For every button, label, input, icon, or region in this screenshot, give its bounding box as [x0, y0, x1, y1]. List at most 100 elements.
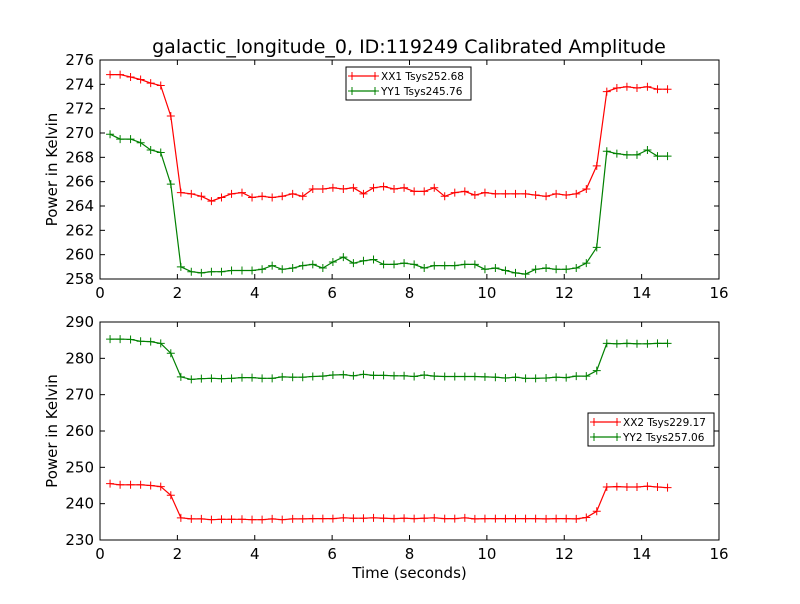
data-point: [176, 372, 185, 381]
data-point: [349, 183, 358, 192]
y-tick-label: 280: [65, 349, 94, 367]
data-point: [653, 152, 662, 161]
data-point: [197, 374, 206, 383]
data-point: [258, 515, 267, 524]
data-point: [562, 373, 571, 382]
data-point: [602, 339, 611, 348]
data-point: [663, 339, 672, 348]
top-panel: 0 2 4 6 8 10 12 14 16 258 260 262 264 266 268 270 272 274…: [43, 51, 729, 302]
data-point: [156, 148, 165, 157]
x-tick-label: 14: [632, 545, 651, 563]
data-point: [542, 264, 551, 273]
data-point: [227, 189, 236, 198]
data-point: [136, 75, 145, 84]
data-point: [288, 514, 297, 523]
data-point: [207, 267, 216, 276]
data-point: [308, 514, 317, 523]
data-point: [643, 482, 652, 491]
data-point: [400, 371, 409, 380]
x-tick-label: 2: [173, 284, 183, 302]
data-point: [480, 188, 489, 197]
data-point: [227, 374, 236, 383]
data-point: [521, 270, 530, 279]
data-point: [166, 349, 175, 358]
data-point: [197, 514, 206, 523]
data-point: [622, 482, 631, 491]
x-tick-label: 8: [405, 284, 415, 302]
bottom-panel: 0 2 4 6 8 10 12 14 16 230 240 250 260 270 280 290 Power …: [43, 313, 729, 582]
data-point: [663, 85, 672, 94]
data-point: [491, 264, 500, 273]
data-point: [146, 79, 155, 88]
data-point: [318, 264, 327, 273]
y-tick-label: 240: [65, 495, 94, 513]
data-point: [369, 255, 378, 264]
legend-swatch-marker: [613, 418, 621, 426]
x-tick-label: 4: [250, 284, 260, 302]
data-point: [491, 189, 500, 198]
data-point: [136, 138, 145, 147]
data-point: [470, 191, 479, 200]
data-point: [298, 192, 307, 201]
data-point: [501, 514, 510, 523]
x-tick-label: 6: [327, 284, 337, 302]
y-tick-label: 264: [65, 197, 94, 215]
y-tick-label: 230: [65, 531, 94, 549]
x-tick-label: 8: [405, 545, 415, 563]
data-point: [602, 482, 611, 491]
data-point: [328, 514, 337, 523]
data-point: [349, 259, 358, 268]
legend-swatch-marker: [613, 433, 621, 441]
data-point: [612, 149, 621, 158]
data-point: [572, 189, 581, 198]
data-point: [116, 135, 125, 144]
data-point: [480, 265, 489, 274]
x-tick-label: 10: [477, 284, 496, 302]
data-point: [106, 335, 115, 344]
data-point: [511, 514, 520, 523]
data-point: [420, 187, 429, 196]
data-point: [268, 261, 277, 270]
data-point: [521, 374, 530, 383]
legend-label: YY2 Tsys257.06: [622, 432, 705, 444]
data-point: [542, 373, 551, 382]
y-tick-label: 268: [65, 148, 94, 166]
data-point: [440, 261, 449, 270]
x-tick-label: 16: [709, 284, 728, 302]
data-point: [379, 514, 388, 523]
data-point: [480, 514, 489, 523]
data-point: [643, 82, 652, 91]
data-point: [339, 513, 348, 522]
data-point: [339, 253, 348, 262]
data-point: [106, 130, 115, 139]
data-point: [227, 266, 236, 275]
data-point: [390, 260, 399, 269]
data-point: [248, 373, 257, 382]
data-point: [207, 374, 216, 383]
data-point: [562, 514, 571, 523]
data-point: [359, 370, 368, 379]
data-point: [470, 372, 479, 381]
data-point: [582, 513, 591, 522]
data-point: [582, 184, 591, 193]
data-point: [146, 481, 155, 490]
data-point: [511, 189, 520, 198]
data-point: [531, 514, 540, 523]
data-point: [501, 266, 510, 275]
data-point: [217, 515, 226, 524]
data-point: [237, 515, 246, 524]
data-point: [156, 482, 165, 491]
y-tick-label: 290: [65, 313, 94, 331]
data-point: [268, 193, 277, 202]
x-tick-label: 2: [173, 545, 183, 563]
data-point: [390, 184, 399, 193]
data-point: [248, 515, 257, 524]
data-point: [126, 335, 135, 344]
x-axis-label: Time (seconds): [351, 564, 467, 582]
chart-title: galactic_longitude_0, ID:119249 Calibrat…: [152, 36, 666, 58]
data-point: [288, 189, 297, 198]
data-point: [328, 371, 337, 380]
data-point: [632, 339, 641, 348]
y-tick-label: 266: [65, 173, 94, 191]
